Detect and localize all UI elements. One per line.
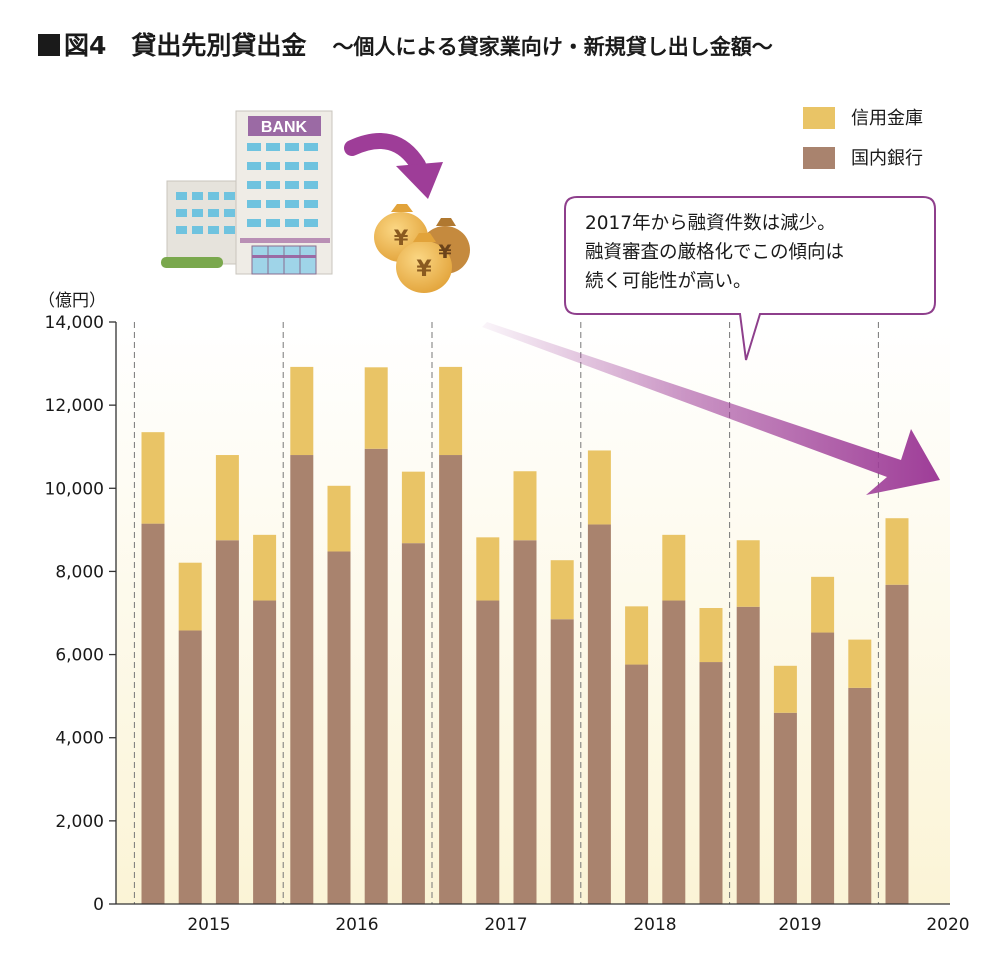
bar-shinkin — [885, 518, 909, 585]
legend-item-kokunai: 国内銀行 — [803, 144, 923, 170]
bar-shinkin — [178, 562, 202, 631]
title-subtitle: 〜個人による貸家業向け・新規貸し出し金額〜 — [332, 35, 773, 59]
figure-label: 図4 — [64, 31, 107, 60]
bar-shinkin — [215, 455, 239, 541]
bar-shinkin — [550, 560, 574, 620]
x-tick-label: 2015 — [187, 915, 230, 935]
y-tick-label: 2,000 — [55, 812, 104, 832]
y-tick-label: 4,000 — [55, 729, 104, 749]
bar-shinkin — [141, 432, 165, 524]
bank-building-icon: BANK — [161, 110, 333, 275]
year-separators — [133, 322, 879, 904]
y-tick-label: 10,000 — [45, 479, 104, 499]
y-tick-label: 8,000 — [55, 562, 104, 582]
bar-kokunai — [625, 664, 649, 904]
bar-kokunai — [773, 712, 797, 904]
bar-shinkin — [811, 576, 835, 633]
bars — [141, 366, 909, 904]
yen-symbol: ¥ — [416, 257, 432, 282]
bar-shinkin — [587, 450, 611, 525]
bar-kokunai — [550, 619, 574, 904]
bar-kokunai — [662, 600, 686, 904]
y-tick-label: 14,000 — [45, 313, 104, 333]
bar-shinkin — [625, 606, 649, 665]
axis-ticks: 0 2,000 4,000 6,000 8,000 10,000 12,000 14,000 2… — [45, 313, 970, 935]
bar-kokunai — [476, 600, 500, 904]
bar-kokunai — [439, 455, 463, 904]
title-main: 貸出先別貸出金 — [131, 31, 307, 60]
bar-shinkin — [364, 367, 388, 449]
callout-line: 2017年から融資件数は減少。 — [585, 213, 836, 234]
bar-shinkin — [773, 665, 797, 713]
legend-swatch — [803, 147, 835, 169]
bar-shinkin — [327, 485, 351, 552]
curved-arrow-icon — [344, 133, 443, 199]
bar-kokunai — [513, 540, 537, 904]
bank-sign-text: BANK — [261, 119, 308, 136]
y-tick-label: 0 — [93, 895, 104, 915]
bar-shinkin — [513, 471, 537, 541]
title-square-icon — [38, 34, 60, 56]
chart-title: 図4 貸出先別貸出金 〜個人による貸家業向け・新規貸し出し金額〜 — [38, 26, 773, 62]
callout-box — [564, 196, 936, 361]
bar-shinkin — [736, 540, 760, 607]
callout-line: 続く可能性が高い。 — [585, 271, 752, 292]
bar-shinkin — [290, 366, 314, 456]
downtrend-arrow-icon — [482, 322, 940, 495]
yen-symbol: ¥ — [394, 226, 409, 250]
bar-kokunai — [587, 524, 611, 904]
bar-kokunai — [141, 523, 165, 904]
callout-line: 融資審査の厳格化でこの傾向は — [585, 242, 845, 263]
bar-shinkin — [662, 534, 686, 601]
bar-kokunai — [848, 687, 872, 904]
bar-shinkin — [848, 639, 872, 688]
bar-kokunai — [736, 606, 760, 904]
legend-label: 国内銀行 — [851, 148, 923, 169]
bar-kokunai — [178, 630, 202, 904]
legend-swatch — [803, 107, 835, 129]
x-tick-label: 2016 — [335, 915, 378, 935]
x-tick-label: 2020 — [926, 915, 969, 935]
bar-kokunai — [364, 448, 388, 904]
x-tick-label: 2019 — [778, 915, 821, 935]
bar-kokunai — [885, 584, 909, 904]
bar-kokunai — [811, 632, 835, 904]
y-axis-unit: （億円） — [38, 291, 106, 311]
bar-kokunai — [401, 543, 425, 904]
bar-kokunai — [253, 600, 277, 904]
bar-kokunai — [327, 551, 351, 904]
y-tick-label: 12,000 — [45, 396, 104, 416]
bar-kokunai — [290, 455, 314, 904]
bar-shinkin — [699, 608, 723, 663]
bar-shinkin — [401, 471, 425, 544]
legend-label: 信用金庫 — [851, 108, 923, 129]
x-tick-label: 2017 — [484, 915, 527, 935]
legend-item-shinkin: 信用金庫 — [803, 104, 923, 130]
yen-money-bags-icon: ¥ ¥ ¥ — [374, 204, 470, 293]
bar-shinkin — [476, 537, 500, 601]
bar-shinkin — [439, 366, 463, 456]
x-tick-label: 2018 — [633, 915, 676, 935]
bar-kokunai — [215, 540, 239, 904]
callout-text: 2017年から融資件数は減少。 融資審査の厳格化でこの傾向は 続く可能性が高い。 — [565, 197, 935, 314]
y-tick-label: 6,000 — [55, 646, 104, 666]
bar-kokunai — [699, 662, 723, 904]
bar-shinkin — [253, 534, 277, 601]
yen-symbol: ¥ — [438, 241, 451, 263]
